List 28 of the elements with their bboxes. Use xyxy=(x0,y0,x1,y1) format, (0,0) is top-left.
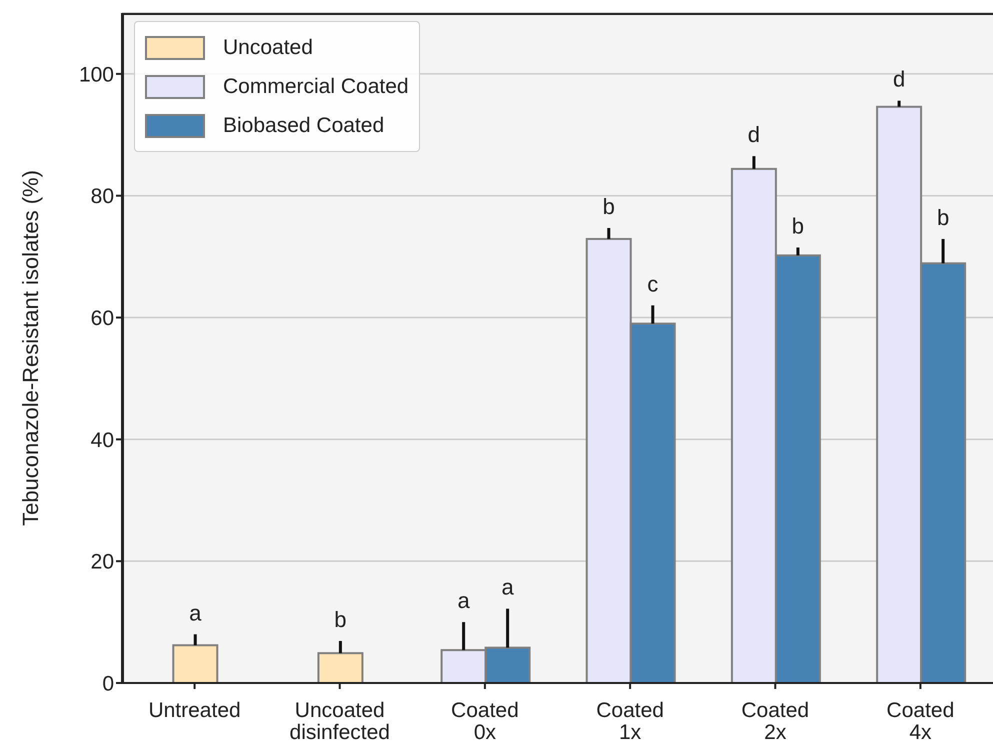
x-tick-label: Coated 2x xyxy=(741,699,810,744)
legend-label: Biobased Coated xyxy=(223,114,384,138)
legend-label: Uncoated xyxy=(223,36,313,60)
y-tick-label: 100 xyxy=(78,63,114,86)
y-tick-label: 40 xyxy=(90,428,114,452)
bar xyxy=(172,644,218,683)
data-label: a xyxy=(457,588,470,614)
y-tick-label: 80 xyxy=(90,185,114,208)
y-tick-label: 0 xyxy=(102,672,114,696)
data-label: c xyxy=(647,271,658,296)
x-tick-label: Untreated xyxy=(148,699,241,722)
data-label: d xyxy=(748,122,760,148)
x-tick-label: Uncoated disinfected xyxy=(290,699,390,744)
data-label: b xyxy=(936,204,950,230)
data-label: b xyxy=(334,606,347,632)
data-label: b xyxy=(602,194,615,220)
data-label: d xyxy=(892,66,906,92)
y-tick-label: 60 xyxy=(90,307,114,330)
y-axis-title: Tebuconazole-Resistant isolates (%) xyxy=(18,170,43,526)
x-tick-label: Coated 0x xyxy=(451,699,519,744)
y-tick-label: 20 xyxy=(90,550,114,574)
bar xyxy=(317,652,364,683)
data-label: a xyxy=(189,600,202,626)
data-label: b xyxy=(792,214,804,238)
legend-label: Commercial Coated xyxy=(223,74,409,98)
data-label: a xyxy=(501,574,514,600)
x-tick-label: Coated 1x xyxy=(596,699,664,744)
x-tick-label: Coated 4x xyxy=(886,699,954,744)
